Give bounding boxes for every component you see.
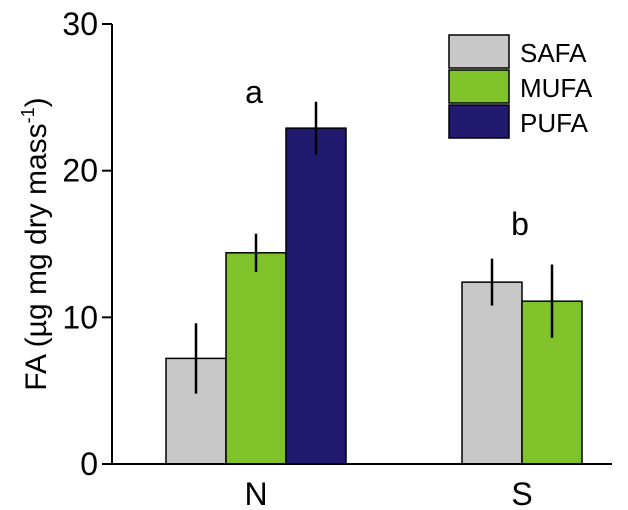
legend-swatch-safa [448,34,510,69]
y-tick-label-30: 30 [62,6,98,42]
annotation-a: a [245,74,263,110]
y-axis-label: FA (µg mg dry mass-1) [18,97,53,390]
x-category-label-n: N [244,476,267,510]
y-ticks-group: 0 10 20 30 [62,6,112,482]
bar-safa-s [461,281,523,465]
y-tick-label-20: 20 [62,153,98,189]
error-bars-group [194,101,554,394]
y-axis-title: FA (µg mg dry mass-1) [18,97,53,390]
y-axis-label-superscript: -1 [18,107,38,123]
legend-swatch-pufa [448,104,510,139]
y-tick-label-10: 10 [62,299,98,335]
axes-group [111,24,612,465]
annotation-b: b [511,206,529,242]
legend-label-pufa: PUFA [520,108,589,138]
y-axis-label-main: FA (µg mg dry mass [20,123,53,390]
legend-swatch-mufa [448,69,510,104]
bar-pufa-n [285,127,347,465]
bars-group [165,127,583,465]
legend: SAFA MUFA PUFA [448,34,593,139]
legend-label-safa: SAFA [520,38,587,68]
y-tick-label-0: 0 [80,446,98,482]
y-axis-label-close: ) [20,97,53,107]
legend-label-mufa: MUFA [520,73,593,103]
x-category-label-s: S [511,476,532,510]
annotations-group: ab [245,74,529,242]
bar-mufa-n [225,252,287,465]
